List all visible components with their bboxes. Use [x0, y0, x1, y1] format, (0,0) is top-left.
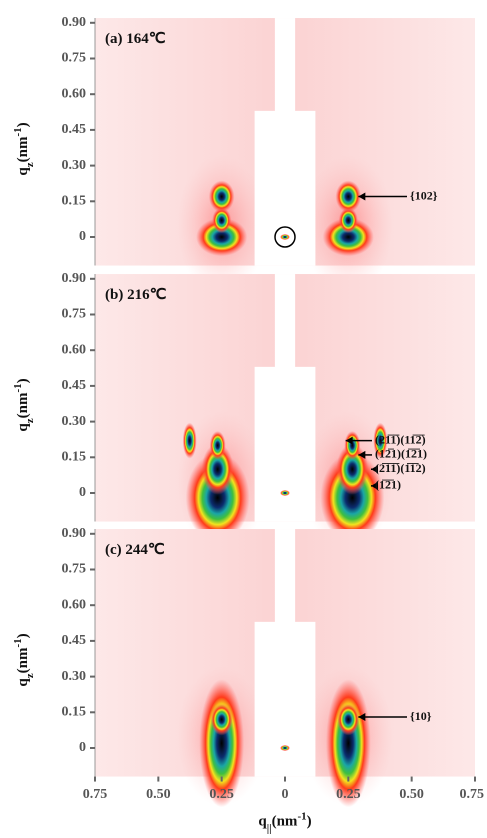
- y-label-part: -1: [12, 127, 24, 136]
- scattering-spot: [212, 207, 232, 234]
- x-tick-label: 0.25: [209, 787, 234, 802]
- marker-circle: [274, 226, 296, 248]
- scattering-spot: [335, 180, 362, 213]
- arrow-head: [358, 450, 366, 459]
- arrow-head: [358, 713, 366, 722]
- y-tick-label: 0.75: [62, 562, 87, 577]
- y-tick-label: 0.45: [62, 122, 87, 137]
- y-label-part: ): [15, 122, 31, 127]
- y-tick-label: 0.15: [62, 194, 87, 209]
- beam-strip: [274, 529, 296, 777]
- scattering-spot: [209, 431, 226, 460]
- y-tick-label: 0.60: [62, 342, 87, 357]
- y-tick-label: 0: [79, 229, 86, 244]
- y-label-part: ): [15, 633, 31, 638]
- scattering-spot: [336, 443, 369, 495]
- x-tick-label: 0.50: [399, 787, 424, 802]
- y-axis-label: qz(nm-1): [12, 122, 36, 175]
- scattering-spot: [337, 703, 360, 736]
- y-tick-label: 0.75: [62, 51, 87, 66]
- y-tick-label: 0.60: [62, 86, 87, 101]
- scattering-spot: [325, 679, 371, 808]
- panel-label: (b) 216℃: [105, 287, 167, 303]
- scattering-spot: [373, 422, 388, 459]
- x-label-part: (nm: [272, 814, 298, 830]
- y-label-part: ): [15, 378, 31, 383]
- arrow-head: [371, 465, 378, 474]
- y-label-part: (nm: [15, 647, 31, 673]
- specular-spot: [280, 490, 290, 496]
- y-tick-label: 0.75: [62, 307, 87, 322]
- annotation: (21̅1̅)(11̅2̅): [375, 432, 426, 446]
- y-label-part: q: [15, 678, 31, 687]
- y-tick-label: 0.15: [62, 705, 87, 720]
- x-label-part: -1: [297, 810, 306, 822]
- y-tick-label: 0.15: [62, 450, 87, 465]
- y-tick-label: 0.60: [62, 597, 87, 612]
- x-tick-label: 0: [282, 787, 289, 802]
- y-label-part: z: [24, 162, 36, 167]
- y-label-part: (nm: [15, 136, 31, 162]
- y-axis-label: qz(nm-1): [12, 633, 36, 686]
- scattering-spot: [210, 703, 233, 736]
- specular-spot: [280, 234, 290, 240]
- beam-strip: [274, 18, 296, 266]
- scattering-spot: [338, 207, 358, 234]
- annotation: {102}: [410, 188, 438, 202]
- x-tick-label: 0.50: [146, 787, 171, 802]
- panel-label: (c) 244℃: [105, 542, 165, 558]
- scattering-spot: [185, 452, 250, 543]
- scattering-spot: [344, 431, 361, 460]
- scattering-spot: [196, 217, 248, 257]
- arrow-head: [371, 481, 378, 490]
- x-tick-label: 0.75: [83, 787, 108, 802]
- y-label-part: z: [24, 673, 36, 678]
- y-tick-label: 0.90: [62, 271, 87, 286]
- arrow-head: [345, 436, 353, 445]
- y-label-part: z: [24, 418, 36, 423]
- annotation: {10}: [410, 709, 432, 723]
- annotation: (1̅2̅1): [375, 478, 401, 492]
- x-tick-label: 0.25: [336, 787, 361, 802]
- x-label-part: ): [307, 814, 312, 830]
- y-label-part: (nm: [15, 392, 31, 418]
- scattering-spot: [208, 180, 235, 213]
- y-tick-label: 0.45: [62, 633, 87, 648]
- specular-spot: [280, 745, 290, 751]
- scattering-spot: [320, 452, 385, 543]
- scattering-spot: [182, 422, 197, 459]
- y-tick-label: 0.90: [62, 15, 87, 30]
- annotation: (2̅1̅1̅)(1̅1̅2): [375, 461, 426, 475]
- y-label-part: q: [15, 167, 31, 176]
- beam-strip: [274, 274, 296, 522]
- y-axis-label: qz(nm-1): [12, 378, 36, 431]
- y-label-part: -1: [12, 638, 24, 647]
- y-tick-label: 0: [79, 740, 86, 755]
- annotation: (12̅1)(1̅2̅1): [375, 447, 427, 461]
- y-tick-label: 0.30: [62, 158, 87, 173]
- x-label-part: ||: [267, 822, 272, 834]
- x-tick-label: 0.75: [460, 787, 485, 802]
- y-tick-label: 0.30: [62, 669, 87, 684]
- x-axis-label: q||(nm-1): [258, 810, 311, 834]
- y-label-part: -1: [12, 383, 24, 392]
- scattering-spot: [201, 443, 234, 495]
- arrow-head: [358, 192, 366, 201]
- y-tick-label: 0.45: [62, 378, 87, 393]
- y-tick-label: 0.90: [62, 526, 87, 541]
- scattering-spot: [322, 217, 374, 257]
- x-label-part: q: [258, 814, 267, 830]
- y-tick-label: 0: [79, 485, 86, 500]
- y-label-part: q: [15, 423, 31, 432]
- panel-label: (a) 164℃: [105, 31, 166, 47]
- y-tick-label: 0.30: [62, 414, 87, 429]
- scattering-spot: [199, 679, 245, 808]
